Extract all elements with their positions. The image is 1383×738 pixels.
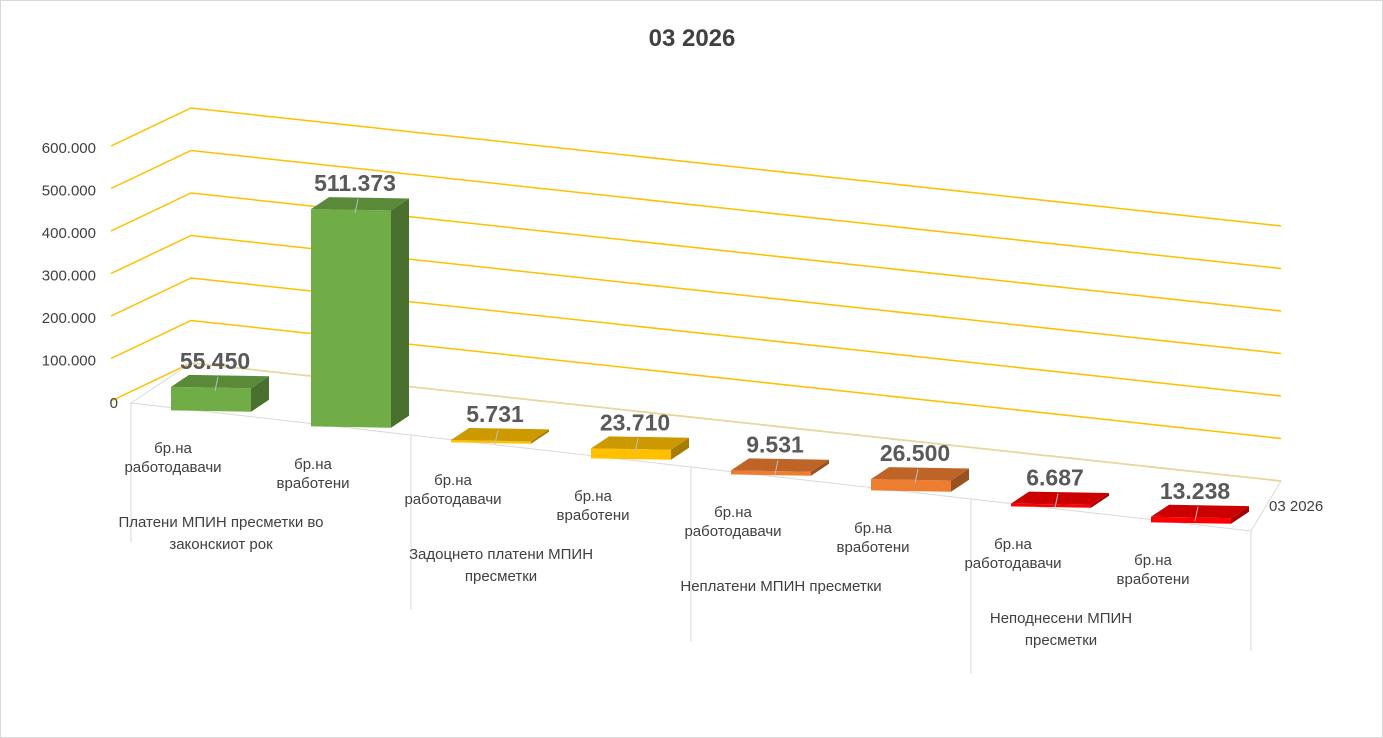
leader-line <box>634 438 639 453</box>
data-label: 13.238 <box>1160 478 1231 504</box>
chart-title: 03 2026 <box>649 25 736 52</box>
category-label: работодавачи <box>124 459 221 476</box>
y-tick-label: 300.000 <box>42 268 96 285</box>
category-label: бр.на <box>574 488 612 505</box>
bar-side <box>1231 506 1249 524</box>
gridline <box>110 362 1282 482</box>
floor <box>129 362 1282 532</box>
data-label: 5.731 <box>466 401 524 427</box>
category-label: работодавачи <box>404 491 501 508</box>
data-label: 9.531 <box>746 431 804 457</box>
category-label: вработени <box>557 507 630 524</box>
category-label: бр.на <box>154 440 192 457</box>
bar-front <box>311 209 391 428</box>
bar-top <box>591 436 689 450</box>
y-tick-label: 100.000 <box>42 353 96 370</box>
category-label: бр.на <box>714 504 752 521</box>
gridline <box>110 149 1282 270</box>
bar-top <box>1011 491 1109 505</box>
group-label: Платени МПИН пресметки во <box>118 514 323 531</box>
category-label: бр.на <box>854 520 892 537</box>
bar-side <box>531 429 549 444</box>
y-tick-label: 0 <box>110 395 118 412</box>
leader-line <box>354 198 359 214</box>
bar-front <box>1011 503 1091 508</box>
bar-front <box>171 386 251 412</box>
gridlines <box>110 107 1282 482</box>
bar-top <box>871 467 969 481</box>
category-label: работодавачи <box>684 523 781 540</box>
bar-side <box>951 468 969 492</box>
bar <box>1151 504 1249 524</box>
group-label: пресметки <box>1025 632 1097 649</box>
leader-line <box>214 376 219 391</box>
data-label: 6.687 <box>1026 465 1084 491</box>
bar-front <box>451 439 531 444</box>
bar <box>591 436 689 460</box>
data-label: 55.450 <box>180 348 250 374</box>
bar-side <box>811 459 829 476</box>
group-label: Неподнесени МПИН <box>990 610 1132 627</box>
bar-side <box>251 376 269 412</box>
group-label: Неплатени МПИН пресметки <box>680 578 881 595</box>
y-tick-label: 500.000 <box>42 183 96 200</box>
bar-front <box>1151 516 1231 524</box>
group-label: законскиот рок <box>169 536 273 553</box>
bars <box>171 197 1249 524</box>
category-label: бр.на <box>1134 552 1172 569</box>
bar <box>311 197 409 428</box>
data-labels: 55.450 511.373 5.731 23.710 9.531 26.500 6.687… <box>180 170 1231 521</box>
group-label: Задоцнето платени МПИН <box>409 546 593 563</box>
leader-line <box>494 429 499 445</box>
bar-side <box>1091 492 1109 508</box>
leader-line <box>914 469 919 484</box>
gridline <box>110 277 1282 397</box>
category-label: бр.на <box>294 456 332 473</box>
y-tick-label: 200.000 <box>42 310 96 327</box>
bar-top <box>451 427 549 442</box>
gridline <box>110 192 1282 312</box>
y-tick-label: 400.000 <box>42 225 96 242</box>
data-label: 23.710 <box>600 409 670 435</box>
gridline <box>110 234 1282 355</box>
bar-front <box>591 448 671 460</box>
data-label: 511.373 <box>314 170 396 196</box>
leader-line <box>1194 506 1199 521</box>
gridline <box>110 107 1282 227</box>
category-label: бр.на <box>994 536 1032 553</box>
bar <box>451 427 549 444</box>
category-label: вработени <box>1117 571 1190 588</box>
axes: 0 100.000 200.000 300.000 400.000 500.000 600.… <box>42 140 1282 674</box>
category-label: работодавачи <box>964 555 1061 572</box>
bar-front <box>871 479 951 492</box>
bar-top <box>311 197 409 211</box>
category-label: бр.на <box>434 472 472 489</box>
bar-front <box>731 470 811 476</box>
gridline <box>110 319 1282 440</box>
bar <box>731 458 829 476</box>
bar-top <box>171 374 269 389</box>
data-label: 26.500 <box>880 440 950 466</box>
category-label: вработени <box>277 475 350 492</box>
bar-top <box>1151 504 1249 519</box>
bar <box>871 467 969 492</box>
bar-top <box>731 458 829 472</box>
leader-line <box>774 460 779 475</box>
bar <box>171 374 269 412</box>
series-axis-label: 03 2026 <box>1269 498 1323 515</box>
bar-side <box>391 198 409 428</box>
group-label: пресметки <box>465 568 537 585</box>
y-tick-label: 600.000 <box>42 140 96 157</box>
category-label: вработени <box>837 539 910 556</box>
bar <box>1011 491 1109 508</box>
leader-line <box>1054 493 1059 508</box>
bar-side <box>671 437 689 460</box>
